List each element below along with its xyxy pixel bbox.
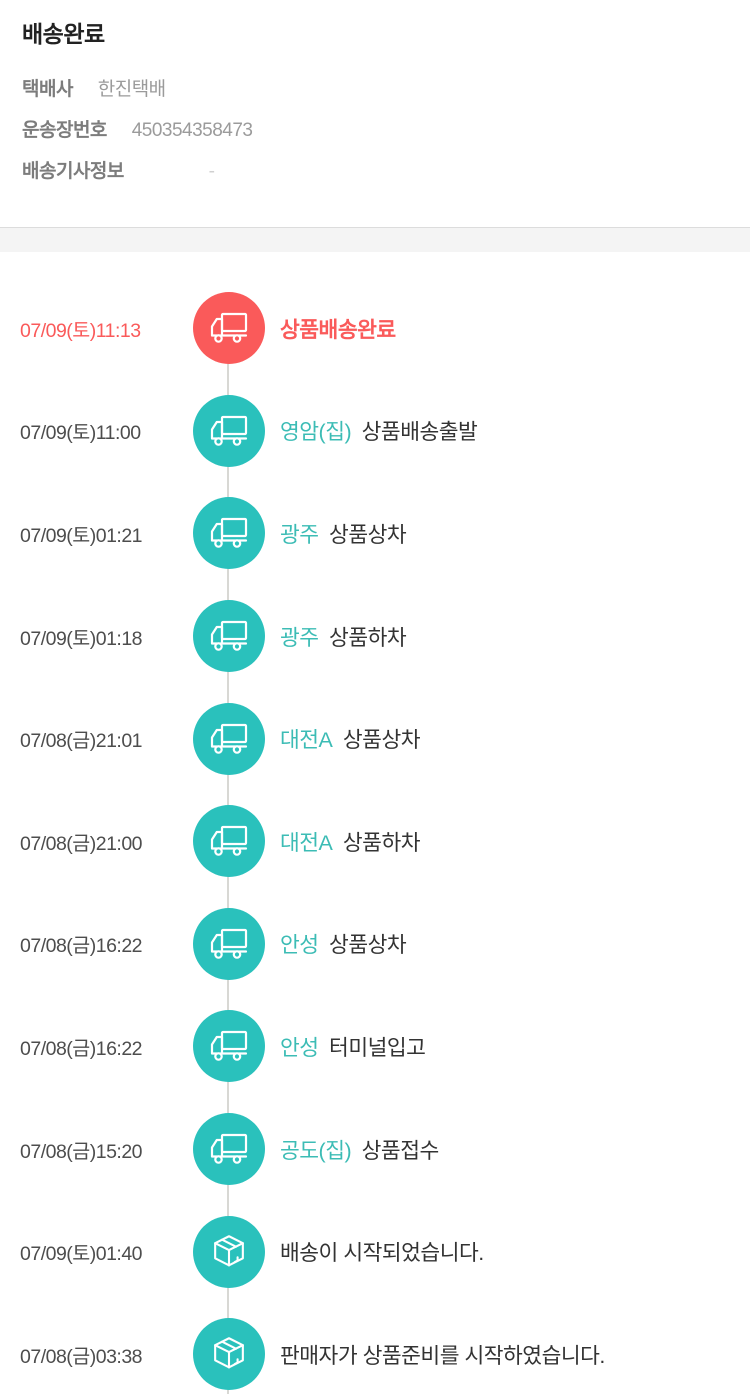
box-icon — [214, 1337, 244, 1369]
truck-icon — [210, 1031, 248, 1062]
event-datetime: 07/08(금)15:20 — [20, 1140, 143, 1163]
event-location: 대전A — [280, 728, 333, 753]
event-status: 안성 터미널입고 — [280, 1031, 426, 1062]
timeline-event-row: 07/09(토)01:21 광주 상품상차 — [0, 482, 750, 585]
truck-icon — [210, 415, 248, 446]
event-icon-circle — [193, 1113, 265, 1186]
field-value: 한진택배 — [97, 79, 166, 100]
event-datetime: 07/08(금)16:22 — [20, 935, 143, 958]
timeline-event-row: 07/09(토)11:00 영암(집) 상품배송출발 — [0, 380, 750, 483]
truck-icon — [210, 620, 248, 651]
event-location: 광주 — [280, 522, 319, 547]
event-icon-circle — [193, 702, 265, 775]
truck-icon — [210, 928, 248, 959]
section-divider — [0, 228, 750, 252]
event-status-text: 상품상차 — [329, 933, 407, 958]
event-status-text: 판매자가 상품준비를 시작하였습니다. — [280, 1343, 605, 1368]
event-status: 광주 상품상차 — [280, 518, 407, 549]
event-icon-circle — [193, 394, 265, 467]
event-datetime: 07/09(토)01:40 — [20, 1243, 143, 1266]
event-icon-circle — [193, 1215, 265, 1288]
event-location: 안성 — [280, 1035, 319, 1060]
timeline-event-row: 07/08(금)16:22 안성 상품상차 — [0, 893, 750, 996]
timeline-event-row: 07/09(토)01:40 배송이 시작되었습니다. — [0, 1200, 750, 1303]
event-status-text: 상품상차 — [342, 728, 421, 753]
event-datetime: 07/09(토)01:18 — [20, 627, 143, 650]
event-status-text: 상품접수 — [361, 1138, 440, 1163]
event-status: 광주 상품하차 — [280, 621, 407, 652]
truck-icon — [210, 1133, 248, 1164]
event-status: 안성 상품상차 — [280, 928, 407, 959]
event-datetime: 07/09(토)01:21 — [20, 524, 143, 547]
event-status: 영암(집) 상품배송출발 — [280, 415, 478, 446]
event-datetime: 07/09(토)11:00 — [20, 422, 141, 445]
event-icon-circle — [193, 600, 265, 673]
event-location: 공도(집) — [280, 1138, 352, 1163]
event-icon-circle — [193, 497, 265, 570]
truck-icon — [210, 723, 248, 754]
tracking-timeline: 07/09(토)11:13 상품배송완료 07/09(토)11:00 영암(집)… — [0, 252, 750, 1399]
field-value: 450354358473 — [131, 120, 253, 141]
event-icon-circle — [193, 1318, 265, 1391]
event-status-text: 상품하차 — [342, 830, 421, 855]
timeline-event-row: 07/09(토)01:18 광주 상품하차 — [0, 585, 750, 688]
page-title: 배송완료 — [22, 21, 105, 47]
event-datetime: 07/08(금)21:01 — [20, 730, 143, 753]
timeline-event-row: 07/08(금)21:01 대전A 상품상차 — [0, 687, 750, 790]
field-label: 배송기사정보 — [22, 161, 124, 182]
timeline-event-row: 07/08(금)03:38 판매자가 상품준비를 시작하였습니다. — [0, 1303, 750, 1399]
shipment-info: 택배사 한진택배 운송장번호 450354358473 배송기사정보 - — [22, 78, 750, 184]
event-status: 판매자가 상품준비를 시작하였습니다. — [280, 1339, 605, 1370]
event-datetime: 07/08(금)03:38 — [20, 1345, 143, 1368]
timeline-event-row: 07/08(금)15:20 공도(집) 상품접수 — [0, 1098, 750, 1201]
box-icon — [214, 1234, 244, 1267]
event-status: 대전A 상품상차 — [280, 723, 421, 754]
event-icon-circle — [193, 1010, 265, 1083]
event-status: 공도(집) 상품접수 — [280, 1134, 439, 1165]
timeline-event-row: 07/08(금)21:00 대전A 상품하차 — [0, 790, 750, 893]
truck-icon — [210, 518, 248, 549]
event-status-text: 상품배송출발 — [361, 420, 478, 445]
timeline-event-row: 07/08(금)16:22 안성 터미널입고 — [0, 995, 750, 1098]
event-status: 상품배송완료 — [280, 313, 396, 344]
event-status: 대전A 상품하차 — [280, 826, 421, 857]
event-datetime: 07/08(금)21:00 — [20, 832, 143, 855]
field-label: 택배사 — [22, 79, 73, 100]
event-location: 대전A — [280, 830, 333, 855]
timeline-event-row: 07/09(토)11:13 상품배송완료 — [0, 277, 750, 380]
truck-icon — [210, 313, 248, 344]
event-datetime: 07/09(토)11:13 — [20, 319, 141, 342]
event-status-text: 배송이 시작되었습니다. — [280, 1241, 484, 1266]
field-label: 운송장번호 — [22, 120, 107, 141]
event-icon-circle — [193, 292, 265, 365]
event-datetime: 07/08(금)16:22 — [20, 1037, 143, 1060]
event-icon-circle — [193, 805, 265, 878]
event-location: 영암(집) — [280, 420, 352, 445]
event-status: 배송이 시작되었습니다. — [280, 1236, 484, 1267]
event-status-text: 상품상차 — [329, 522, 407, 547]
shipment-header: 배송완료 택배사 한진택배 운송장번호 450354358473 배송기사정보 … — [0, 0, 750, 228]
event-location: 안성 — [280, 933, 319, 958]
field-value: - — [208, 161, 215, 182]
event-status-text: 상품하차 — [329, 625, 407, 650]
event-status-text: 터미널입고 — [329, 1035, 426, 1060]
shipment-info-field: 운송장번호 450354358473 — [22, 119, 750, 143]
event-icon-circle — [193, 907, 265, 980]
shipment-info-field: 배송기사정보 - — [22, 160, 750, 184]
event-status-text: 상품배송완료 — [280, 317, 396, 342]
shipment-info-field: 택배사 한진택배 — [22, 78, 750, 102]
event-location: 광주 — [280, 625, 319, 650]
truck-icon — [210, 826, 248, 857]
